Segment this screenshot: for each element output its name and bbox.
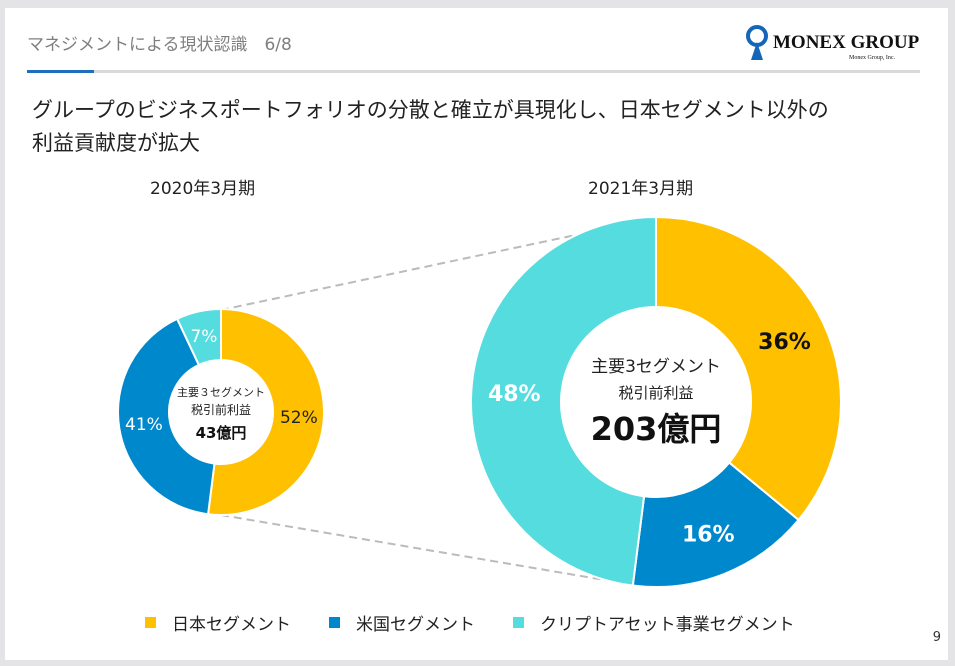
center-value-2020: 43億円	[196, 424, 247, 442]
slice-2021-0	[655, 215, 842, 522]
slice-2021-2	[470, 215, 657, 587]
slice-label-2021-0: 36%	[758, 330, 811, 355]
legend-label: クリプトアセット事業セグメント	[540, 615, 795, 635]
legend-item-japan: 日本セグメント	[145, 610, 291, 635]
headline-line-1: グループのビジネスポートフォリオの分散と確立が具現化し、日本セグメント以外の	[32, 98, 829, 122]
legend-swatch	[145, 617, 156, 628]
slice-label-2020-1: 41%	[125, 415, 163, 435]
legend-item-us: 米国セグメント	[329, 610, 475, 635]
slice-label-2021-2: 48%	[488, 382, 541, 407]
legend-label: 米国セグメント	[356, 615, 475, 635]
slice-2020-0	[206, 307, 325, 516]
headline-line-2: 利益貢献度が拡大	[32, 131, 200, 155]
logo-subtext: Monex Group, Inc.	[849, 55, 895, 61]
legend-swatch	[329, 617, 340, 628]
slice-2020-2	[175, 307, 222, 367]
legend: 日本セグメント 米国セグメント クリプトアセット事業セグメント	[145, 610, 795, 635]
section-title: マネジメントによる現状認識 6/8	[27, 35, 292, 55]
legend-item-crypto: クリプトアセット事業セグメント	[513, 610, 795, 635]
legend-label: 日本セグメント	[172, 615, 291, 635]
slice-2020-1	[117, 317, 216, 516]
connector-line-bottom	[220, 514, 641, 587]
chart-title-2021: 2021年3月期	[588, 179, 694, 199]
chart-title-2020: 2020年3月期	[150, 179, 256, 199]
header-divider	[27, 70, 920, 73]
header-divider-accent	[27, 70, 94, 73]
slice-label-2021-1: 16%	[682, 523, 735, 548]
logo-text: MONEX GROUP	[773, 32, 920, 53]
slice-label-2020-0: 52%	[280, 408, 318, 428]
center-label-2021-1: 主要3セグメント	[591, 357, 721, 377]
center-label-2020-2: 税引前利益	[191, 402, 251, 417]
center-label-2021-2: 税引前利益	[618, 384, 693, 402]
page-number: 9	[932, 630, 941, 645]
center-value-2021: 203億円	[591, 410, 722, 448]
center-label-2020-1: 主要３セグメント	[177, 385, 265, 399]
monex-logo: MONEX GROUP Monex Group, Inc.	[746, 25, 920, 61]
slice-2021-1	[631, 461, 800, 588]
slice-label-2020-2: 7%	[190, 327, 217, 347]
legend-swatch	[513, 617, 524, 628]
headline: グループのビジネスポートフォリオの分散と確立が具現化し、日本セグメント以外の 利…	[32, 94, 892, 160]
